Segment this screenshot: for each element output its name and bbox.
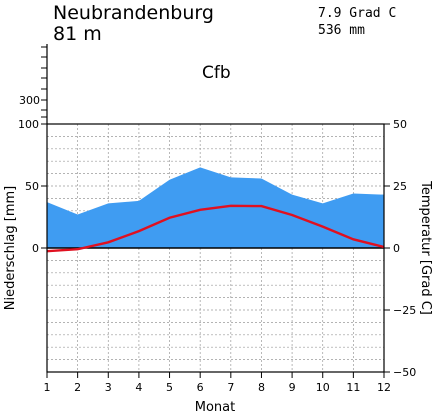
x-tick-label: 1: [44, 381, 51, 394]
left-tick-label: 100: [18, 118, 39, 131]
right-axis-label: Temperatur [Grad C]: [418, 180, 433, 315]
x-tick-label: 8: [258, 381, 265, 394]
mean-temperature: 7.9 Grad C: [318, 6, 396, 21]
climate-classification: Cfb: [202, 63, 231, 83]
x-tick-label: 6: [197, 381, 204, 394]
x-tick-label: 4: [135, 381, 142, 394]
right-tick-label: 0: [393, 242, 400, 255]
x-tick-label: 3: [105, 381, 112, 394]
temperature-line: [46, 204, 385, 253]
right-tick-label: 25: [393, 180, 407, 193]
x-tick-label: 2: [74, 381, 81, 394]
x-tick-label: 9: [289, 381, 296, 394]
station-name: Neubrandenburg: [53, 2, 214, 24]
x-axis-label: Monat: [195, 400, 235, 415]
x-tick-label: 5: [166, 381, 173, 394]
right-tick-label: 50: [393, 118, 407, 131]
upper-precip-axis: 300: [19, 44, 48, 124]
annual-precipitation: 536 mm: [318, 23, 365, 38]
station-elevation: 81 m: [53, 23, 102, 45]
x-tick-label: 7: [227, 381, 234, 394]
x-tick-label: 11: [346, 381, 360, 394]
x-tick-label: 12: [377, 381, 391, 394]
left-tick-label: 0: [32, 242, 39, 255]
x-tick-label: 10: [316, 381, 330, 394]
upper-tick-label: 300: [19, 94, 40, 107]
left-tick-label: 50: [25, 180, 39, 193]
right-tick-label: −50: [393, 366, 416, 379]
right-tick-label: −25: [393, 304, 416, 317]
left-axis-label: Niederschlag [mm]: [3, 186, 18, 311]
